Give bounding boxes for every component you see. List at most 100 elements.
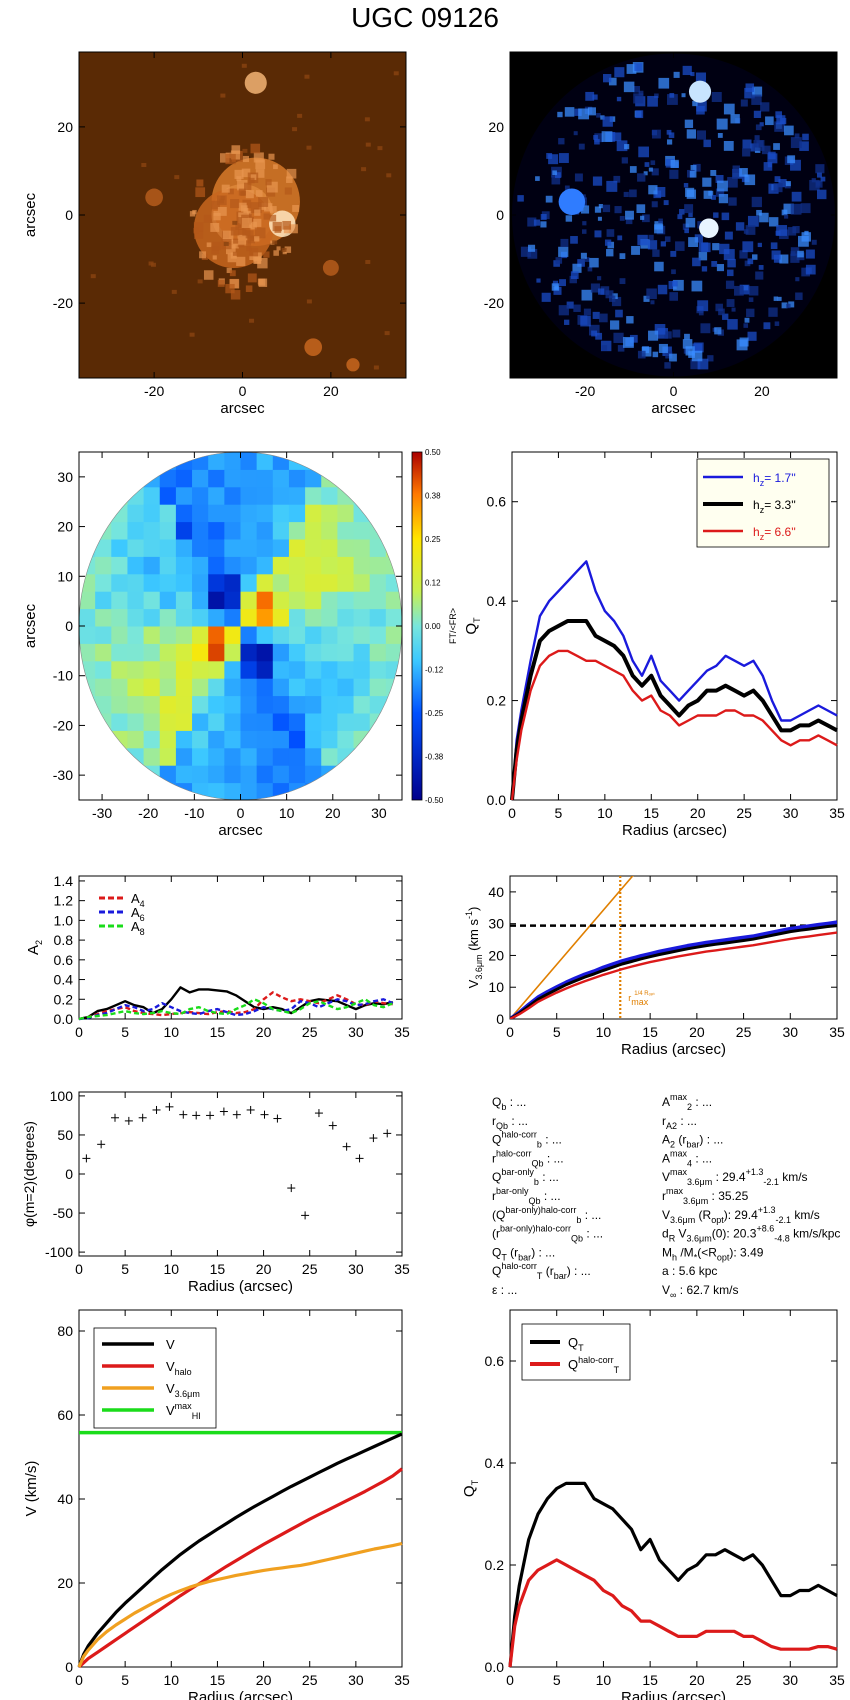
image-pixel (212, 255, 217, 260)
heatmap-cell (272, 678, 290, 697)
image-pixel (667, 94, 678, 105)
text-part: R (669, 1234, 676, 1244)
heatmap-cell (305, 747, 322, 766)
y-tick-label: 0 (496, 207, 504, 223)
text-part: V (166, 1403, 175, 1418)
heatmap-cell (175, 486, 193, 505)
y-tick-label: 0.6 (485, 1353, 505, 1369)
image-pixel (755, 271, 764, 280)
heatmap-cell (385, 695, 402, 714)
image-pixel (771, 250, 781, 260)
image-pixel (753, 110, 762, 118)
series-line (510, 920, 837, 1019)
text-part: bar-only (501, 1167, 534, 1177)
heatmap-cell (353, 713, 371, 731)
x-tick-label: 15 (210, 1261, 226, 1277)
image-blob (244, 71, 267, 94)
heatmap-cell (111, 643, 128, 662)
image-pixel (225, 153, 236, 165)
image-pixel (727, 258, 736, 268)
heatmap-cell (224, 504, 241, 523)
heatmap-cell (208, 660, 225, 679)
heatmap-cell (175, 591, 193, 610)
heatmap-cell (256, 678, 274, 697)
image-pixel (580, 315, 591, 327)
heatmap-cell (256, 730, 274, 749)
heatmap-cell (95, 591, 112, 610)
image-pixel (665, 158, 675, 168)
noise-pixel (141, 162, 147, 167)
table-row-left: Qb​ : ... (492, 1095, 526, 1112)
text-part: Q (568, 1357, 578, 1372)
heatmap-cell (192, 695, 209, 714)
image-pixel (684, 204, 694, 214)
heatmap-cell (95, 504, 112, 523)
heatmap-cell (175, 713, 193, 731)
image-pixel (768, 183, 779, 194)
table-row-left: rQb​ : ... (492, 1114, 528, 1131)
image-pixel (658, 77, 670, 89)
image-pixel (681, 93, 686, 98)
image-pixel (722, 313, 729, 320)
heatmap-cell (111, 521, 128, 540)
image-pixel (606, 249, 614, 257)
heatmap-cell (321, 695, 338, 714)
text-part: halo-corr (496, 1148, 532, 1158)
text-part: : ... (583, 1227, 603, 1241)
noise-pixel (241, 63, 247, 68)
table-row-left: Qhalo-corr​b​ : ... (492, 1130, 562, 1150)
heatmap-cell (95, 626, 112, 644)
heatmap-cell (321, 573, 338, 592)
image-pixel (621, 157, 628, 164)
heatmap-cell (224, 608, 241, 627)
legend-label: Vhalo​ (166, 1359, 192, 1377)
text-part: a (662, 1264, 669, 1278)
text-part: r (492, 1151, 496, 1165)
heatmap-cell (175, 747, 193, 766)
image-pixel (219, 198, 224, 204)
image-pixel (650, 160, 656, 165)
text-part: (Q (492, 1208, 505, 1222)
image-pixel (230, 227, 240, 236)
image-pixel (606, 229, 615, 237)
heatmap-cell (143, 678, 161, 697)
text-part: 6 (140, 913, 145, 923)
image-pixel (665, 351, 673, 359)
axes-frame (78, 1091, 403, 1257)
image-pixel (555, 257, 563, 264)
image-blob (558, 188, 586, 216)
image-pixel (641, 346, 652, 357)
heatmap-cell (353, 695, 371, 714)
heatmap-cell (143, 643, 161, 662)
y-tick-label: -30 (53, 767, 73, 783)
heatmap-cell (159, 695, 177, 714)
image-disk (512, 53, 835, 377)
heatmap-cell (272, 504, 290, 523)
heatmap-cell (127, 608, 145, 627)
heatmap-cell (337, 608, 355, 627)
heatmap-cell (321, 608, 338, 627)
text-part: h (753, 471, 760, 485)
x-tick-label: 0 (75, 1261, 83, 1277)
image-pixel (564, 107, 575, 117)
image-pixel (274, 226, 282, 233)
image-pixel (693, 342, 704, 353)
image-pixel (253, 218, 262, 227)
image-pixel (801, 232, 811, 242)
image-pixel (614, 67, 625, 78)
y-tick-label: -100 (45, 1244, 73, 1260)
text-part: A (662, 1151, 670, 1165)
heatmap-cell (208, 695, 225, 714)
text-part: A (25, 945, 42, 955)
heatmap-cell (159, 521, 177, 540)
image-pixel (784, 214, 789, 219)
image-pixel (682, 65, 692, 76)
image-pixel (731, 307, 736, 312)
table-row-right: V3.6μm​ (Ropt​): 29.4+1.3​-2.1​ km/s (662, 1205, 820, 1225)
text-part: : 62.7 km/s (676, 1283, 738, 1297)
x-tick-label: 30 (783, 805, 799, 821)
noise-pixel (297, 113, 303, 118)
heatmap-cell (127, 556, 145, 575)
text-part: r (662, 1114, 666, 1128)
axes-frame (511, 451, 838, 801)
